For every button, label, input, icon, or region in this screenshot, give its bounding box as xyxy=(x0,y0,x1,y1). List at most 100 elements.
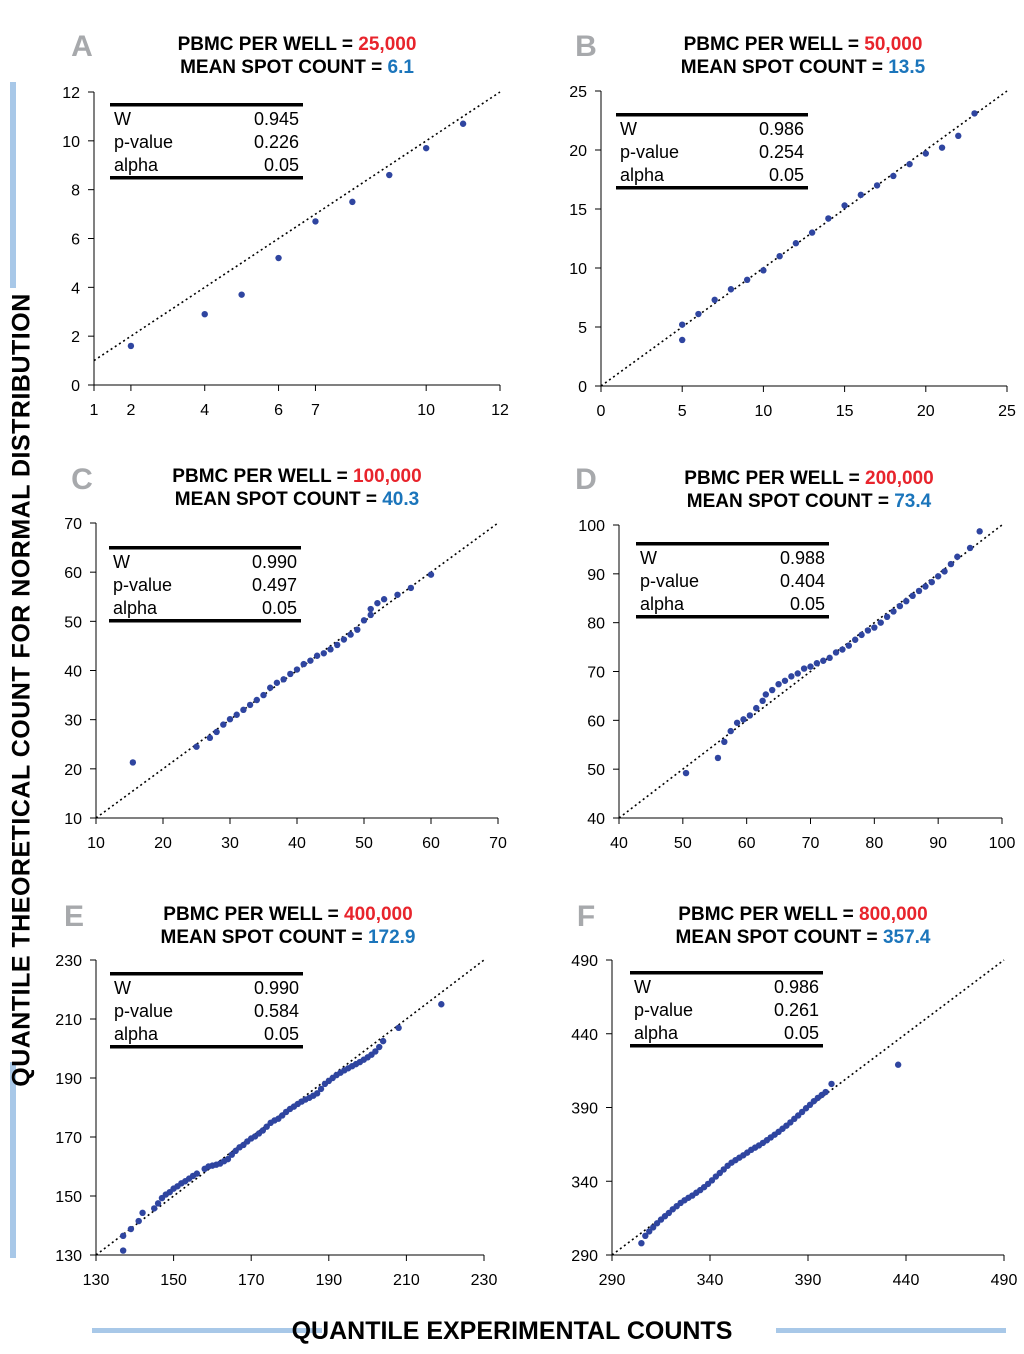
data-point xyxy=(347,631,354,638)
data-point xyxy=(776,253,783,260)
y-tick-label: 0 xyxy=(578,379,587,396)
y-tick-label: 190 xyxy=(55,1071,82,1088)
data-point xyxy=(808,229,816,236)
data-point xyxy=(871,624,878,631)
data-point xyxy=(966,544,974,552)
panel-title-mean: MEAN SPOT COUNT = 357.4 xyxy=(676,927,931,948)
data-point xyxy=(858,631,865,639)
data-point xyxy=(800,665,808,672)
data-point xyxy=(380,596,388,603)
y-tick-label: 50 xyxy=(64,614,82,631)
data-point xyxy=(459,120,467,127)
data-point xyxy=(127,342,135,350)
y-tick-label: 60 xyxy=(64,565,82,582)
data-point xyxy=(928,578,935,586)
x-tick-label: 170 xyxy=(238,1272,265,1289)
stats-rule-bottom xyxy=(109,619,301,623)
data-point xyxy=(820,657,827,664)
data-point xyxy=(226,715,234,723)
data-point xyxy=(743,276,751,283)
panel-title-mean: MEAN SPOT COUNT = 13.5 xyxy=(681,57,926,78)
data-point xyxy=(642,1232,649,1240)
data-point xyxy=(792,240,800,247)
y-axis-label: QUANTILE THEORETICAL COUNT FOR NORMAL DI… xyxy=(7,293,36,1087)
stats-value: 0.226 xyxy=(254,132,299,152)
data-point xyxy=(360,617,368,624)
stats-label: W xyxy=(114,109,131,129)
data-point xyxy=(646,1228,653,1235)
data-point xyxy=(240,706,247,714)
pbmc-label: PBMC PER WELL = xyxy=(172,466,353,487)
stats-label: alpha xyxy=(114,155,159,175)
x-tick-label: 190 xyxy=(315,1272,342,1289)
data-point xyxy=(354,626,361,633)
stats-value: 0.584 xyxy=(254,1001,299,1021)
stats-label: alpha xyxy=(113,598,158,618)
stats-label: alpha xyxy=(634,1023,679,1043)
x-tick-label: 25 xyxy=(998,403,1016,420)
panel-letter: B xyxy=(575,30,597,63)
y-tick-label: 150 xyxy=(55,1189,82,1206)
data-point xyxy=(894,1061,902,1068)
x-tick-label: 10 xyxy=(87,835,105,852)
stats-rule-bottom xyxy=(630,1044,823,1048)
panel-title-mean: MEAN SPOT COUNT = 73.4 xyxy=(687,491,932,512)
data-point xyxy=(649,1224,657,1231)
y-tick-label: 0 xyxy=(71,378,80,395)
data-point xyxy=(941,568,948,575)
pbmc-value: 25,000 xyxy=(358,34,416,55)
panel-title-pbmc: PBMC PER WELL = 200,000 xyxy=(684,468,933,489)
data-point xyxy=(213,728,220,736)
x-tick-label: 4 xyxy=(200,402,209,419)
data-point xyxy=(340,636,348,643)
data-point xyxy=(825,215,832,222)
data-point xyxy=(379,1037,387,1045)
data-point xyxy=(679,336,686,344)
data-point xyxy=(119,1247,127,1254)
y-axis-bar-bottom xyxy=(10,1062,16,1258)
mean-value: 13.5 xyxy=(888,57,925,78)
data-point xyxy=(906,160,913,168)
x-axis-label: QUANTILE EXPERIMENTAL COUNTS xyxy=(291,1317,733,1345)
data-point xyxy=(394,591,401,598)
data-point xyxy=(762,691,770,698)
data-point xyxy=(857,191,865,199)
y-tick-label: 8 xyxy=(71,183,80,200)
x-tick-label: 40 xyxy=(288,835,306,852)
y-tick-label: 90 xyxy=(587,567,605,584)
data-point xyxy=(903,597,910,605)
data-point xyxy=(253,696,260,704)
y-tick-label: 20 xyxy=(64,762,82,779)
y-tick-label: 10 xyxy=(62,134,80,151)
stats-label: p-value xyxy=(640,571,699,591)
y-tick-label: 290 xyxy=(571,1248,598,1265)
x-tick-label: 5 xyxy=(678,403,687,420)
x-tick-label: 290 xyxy=(599,1272,626,1289)
stats-value: 0.05 xyxy=(264,1024,299,1044)
stats-rule-top xyxy=(110,972,303,976)
data-point xyxy=(275,254,282,262)
y-tick-label: 20 xyxy=(569,143,587,160)
mean-label: MEAN SPOT COUNT = xyxy=(681,57,888,78)
data-point xyxy=(759,697,766,704)
pbmc-value: 800,000 xyxy=(859,904,928,925)
data-point xyxy=(954,553,961,560)
data-point xyxy=(746,712,754,719)
data-point xyxy=(682,769,690,777)
stats-label: W xyxy=(640,548,657,568)
x-tick-label: 15 xyxy=(836,403,854,420)
data-point xyxy=(740,716,747,723)
data-point xyxy=(711,296,718,304)
data-point xyxy=(135,1217,142,1225)
stats-rule-top xyxy=(630,971,823,975)
data-point xyxy=(769,686,776,694)
data-point xyxy=(376,1043,383,1051)
data-point xyxy=(374,599,381,607)
stats-label: W xyxy=(114,978,131,998)
data-point xyxy=(139,1209,146,1217)
stats-label: alpha xyxy=(620,165,665,185)
data-point xyxy=(313,1090,321,1097)
data-point xyxy=(839,646,846,653)
data-point xyxy=(947,560,955,568)
